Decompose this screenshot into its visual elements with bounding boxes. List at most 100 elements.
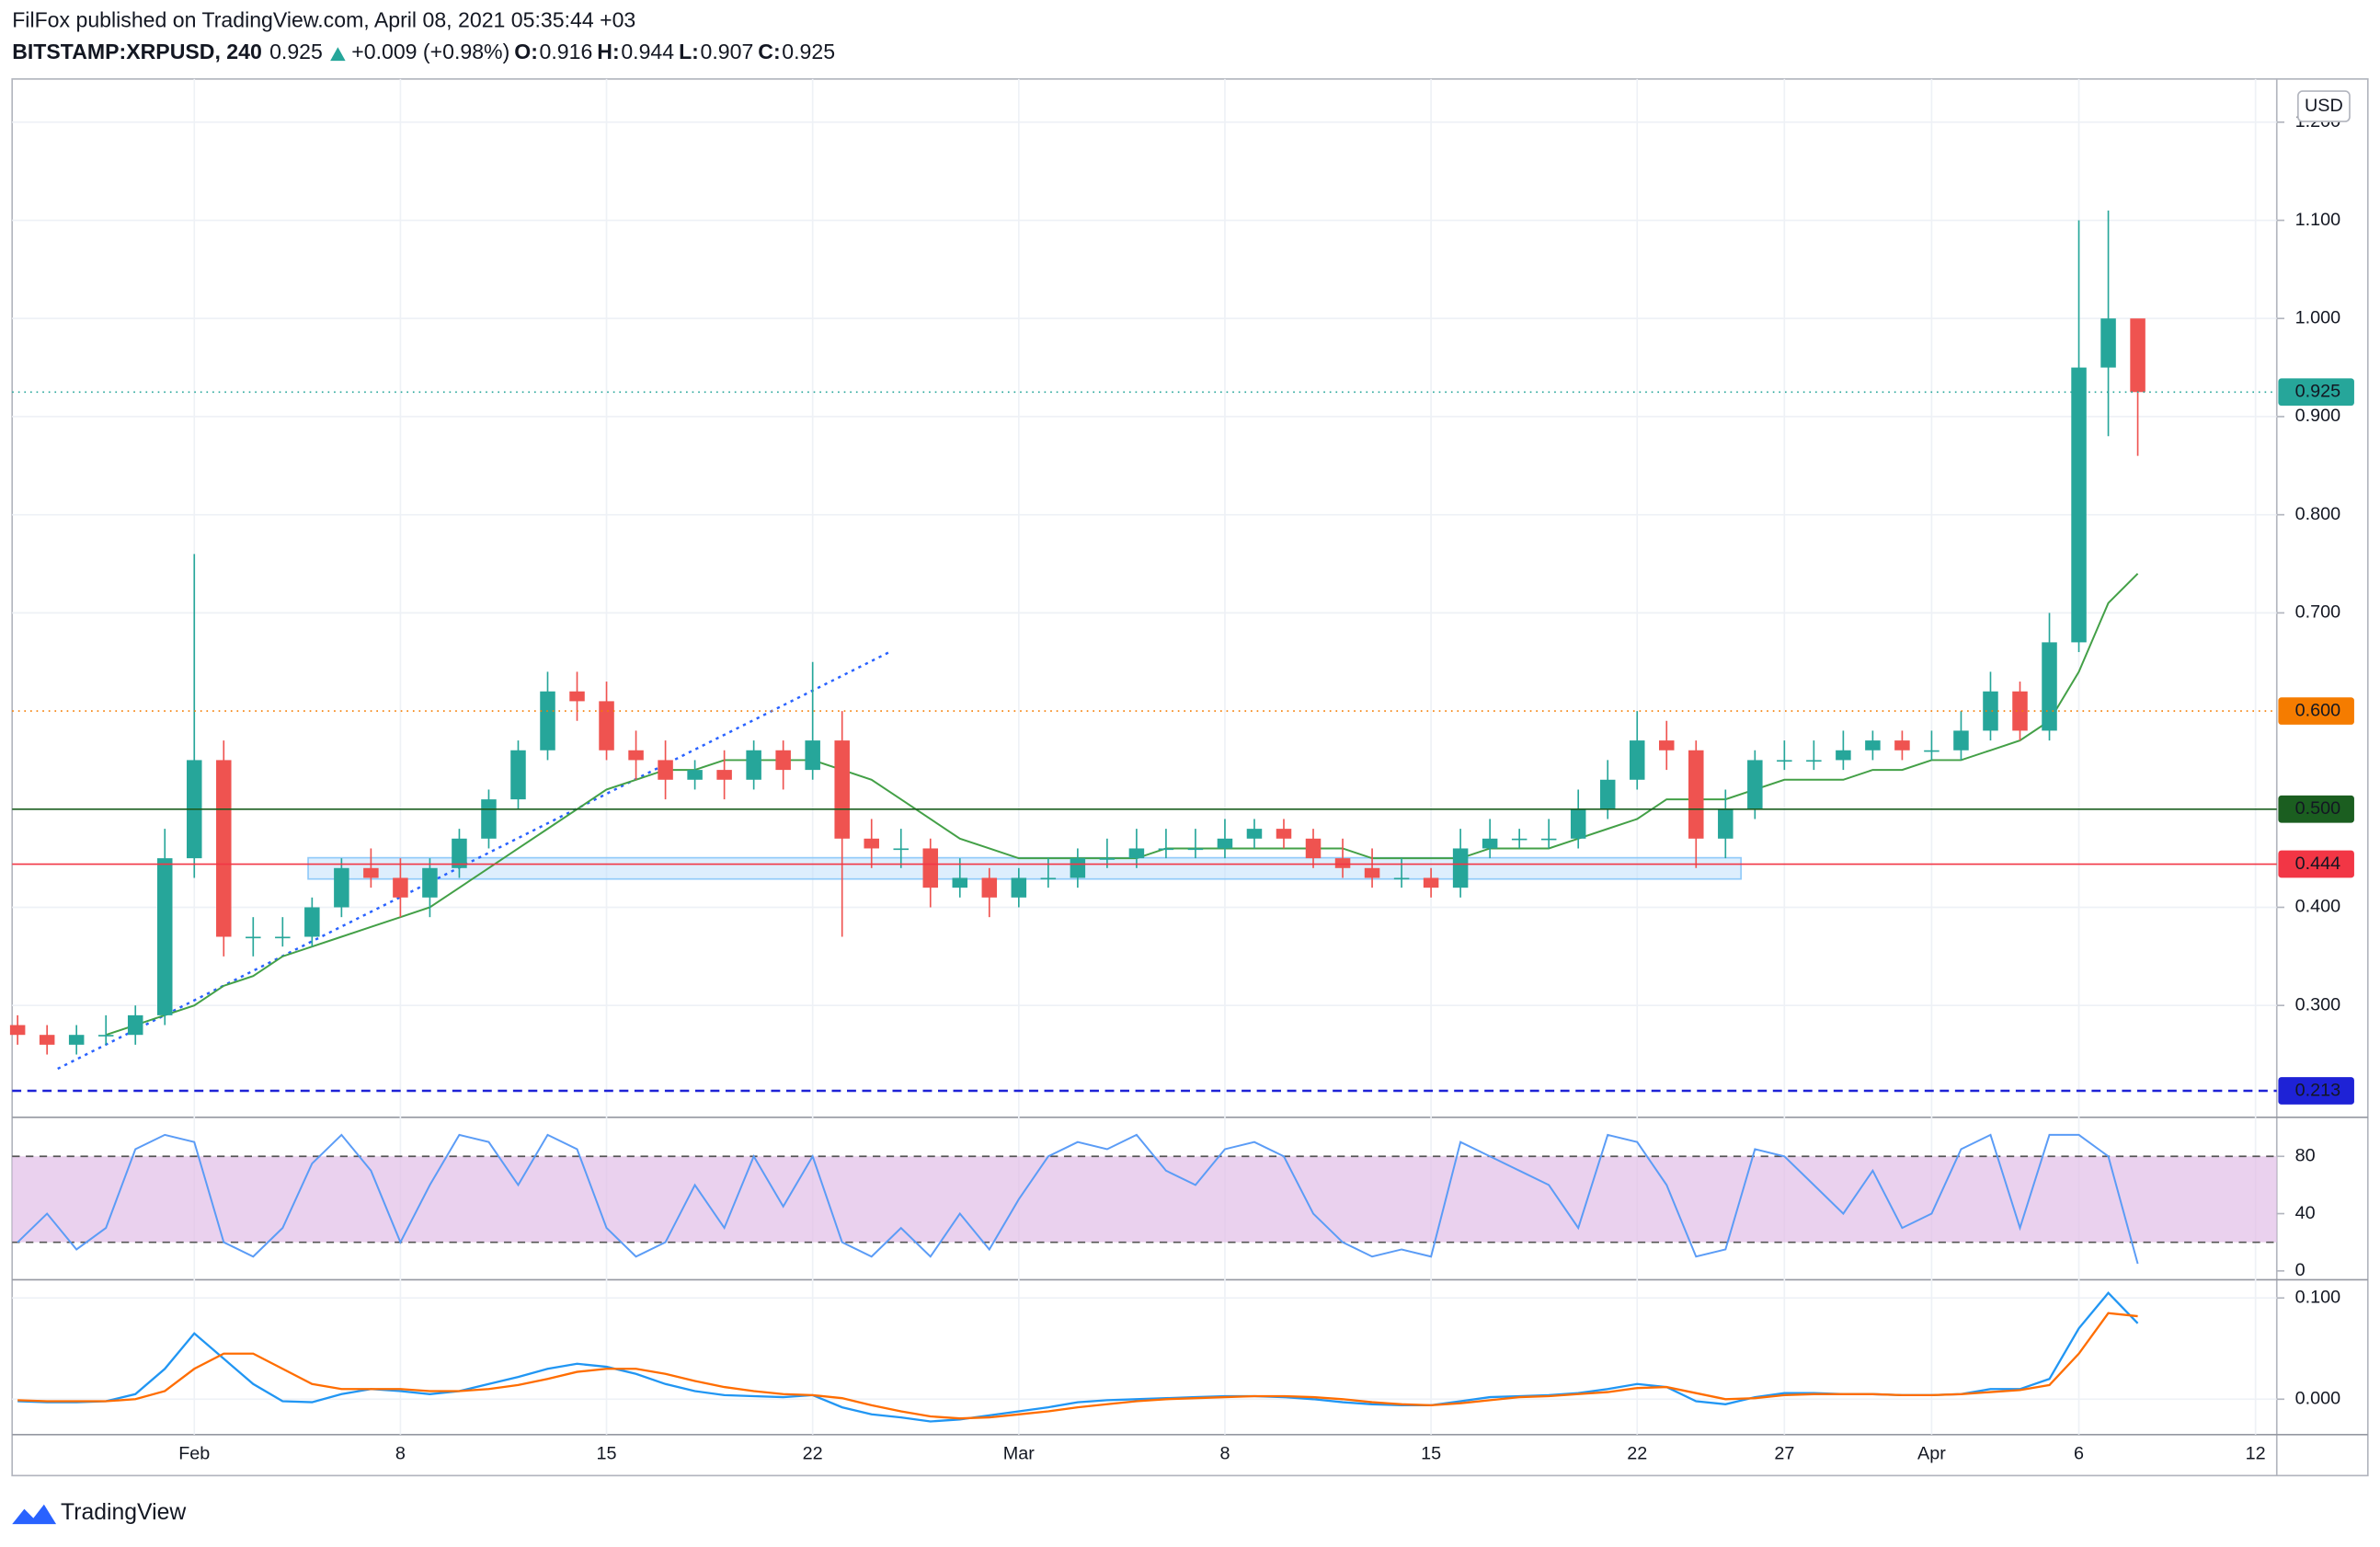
header-o: 0.916	[540, 40, 593, 63]
level-label: 0.444	[2295, 854, 2341, 874]
candle-body	[1806, 760, 1822, 762]
candle-body	[658, 760, 673, 780]
candle-body	[922, 848, 939, 888]
level-label: 0.500	[2295, 798, 2341, 819]
header-h: 0.944	[621, 40, 674, 63]
zone-rectangle	[307, 856, 1742, 880]
candle-body	[1924, 750, 1939, 752]
header-h-label: H:	[597, 40, 619, 63]
candle-body	[334, 867, 349, 908]
plot: 0.925 0.600 0.500 0.444 0.213 0 40 80 0.000 0.100	[9, 210, 2354, 1423]
candle-body	[422, 867, 438, 898]
candle-body	[2042, 642, 2057, 731]
candle-body	[1393, 877, 1410, 880]
y-tick-label: 80	[2295, 1145, 2316, 1165]
level-tag	[2278, 378, 2354, 407]
y-tick-label: 40	[2295, 1203, 2316, 1223]
x-tick-label: 22	[1627, 1443, 1647, 1463]
candle-body	[1040, 877, 1057, 880]
candle-body	[569, 691, 585, 702]
candle-body	[1511, 838, 1528, 841]
level-tag	[2278, 697, 2354, 725]
currency-box	[2297, 90, 2351, 122]
header-change: +0.009 (+0.98%)	[351, 40, 509, 63]
candle-body	[1894, 740, 1910, 751]
candle-body	[1599, 779, 1616, 809]
candle-body	[127, 1014, 143, 1036]
y-tick-label: 0.400	[2295, 897, 2341, 917]
candle-body	[1217, 838, 1233, 849]
level-label: 0.213	[2295, 1080, 2341, 1100]
trend-line	[57, 650, 892, 1071]
y-tick-label: 0.900	[2295, 406, 2341, 426]
header-symbol: BITSTAMP:XRPUSD, 240	[12, 40, 262, 63]
candle-body	[1747, 760, 1763, 809]
candle-body	[1570, 808, 1586, 839]
candle-body	[1540, 838, 1557, 841]
candle-body	[1364, 867, 1380, 878]
candle-body	[510, 750, 526, 800]
candle-body	[1777, 760, 1792, 762]
header-l-label: L:	[679, 40, 699, 63]
candle-body	[2071, 367, 2087, 643]
chart-frame	[11, 78, 2369, 1477]
candle-body	[1629, 740, 1645, 780]
candle-body	[599, 701, 614, 751]
level-tag	[2278, 1077, 2354, 1105]
candle-body	[2100, 318, 2116, 368]
candle-body	[834, 740, 850, 839]
candle-body	[1276, 829, 1292, 839]
y-tick-label: 0.700	[2295, 602, 2341, 623]
level-tag	[2278, 795, 2354, 823]
candle-body	[363, 867, 379, 878]
candle-body	[39, 1035, 55, 1045]
symbol-line: BITSTAMP:XRPUSD, 240 0.925 +0.009 (+0.98%)…	[12, 40, 835, 63]
candle-body	[1659, 740, 1675, 751]
candle-body	[893, 848, 909, 851]
candle-body	[304, 907, 320, 937]
x-tick-label: 6	[2074, 1443, 2084, 1463]
candle-body	[540, 691, 555, 751]
stoch-band	[12, 1156, 2277, 1243]
brand: TradingView	[61, 1500, 186, 1525]
candle-body	[805, 740, 820, 771]
candle-body	[716, 770, 732, 780]
x-tick-label: Mar	[1003, 1443, 1036, 1463]
header-o-label: O:	[514, 40, 538, 63]
candle-body	[775, 750, 791, 771]
macd-line	[17, 1312, 2138, 1420]
candle-body	[628, 750, 644, 761]
x-tick-label: 22	[803, 1443, 823, 1463]
up-arrow	[330, 47, 346, 62]
candle-body	[481, 799, 497, 839]
level-label: 0.925	[2295, 382, 2341, 402]
candle-body	[1099, 858, 1116, 860]
header-c: 0.925	[782, 40, 835, 63]
x-tick-label: 15	[1421, 1443, 1441, 1463]
candle-body	[952, 877, 968, 888]
candle-body	[1011, 877, 1027, 898]
candle-body	[1334, 858, 1351, 868]
x-tick-label: 15	[597, 1443, 617, 1463]
candle-body	[1423, 877, 1439, 888]
candle-body	[2130, 318, 2145, 393]
y-tick-label: 0	[2295, 1260, 2306, 1280]
candle-body	[1305, 838, 1322, 859]
x-tick-label: Apr	[1917, 1443, 1946, 1463]
candle-body	[9, 1025, 26, 1036]
candle-body	[1865, 740, 1881, 751]
candle-body	[1452, 848, 1469, 888]
header-l: 0.907	[701, 40, 754, 63]
y-tick-label: 0.000	[2295, 1389, 2341, 1409]
y-tick-label: 0.800	[2295, 504, 2341, 524]
candle-body	[1070, 858, 1086, 878]
candle-body	[275, 936, 291, 939]
candle-body	[1158, 848, 1174, 851]
x-tick-label: 12	[2246, 1443, 2266, 1463]
header-c-label: C:	[758, 40, 780, 63]
candle-body	[97, 1035, 114, 1037]
candle-body	[864, 838, 879, 849]
